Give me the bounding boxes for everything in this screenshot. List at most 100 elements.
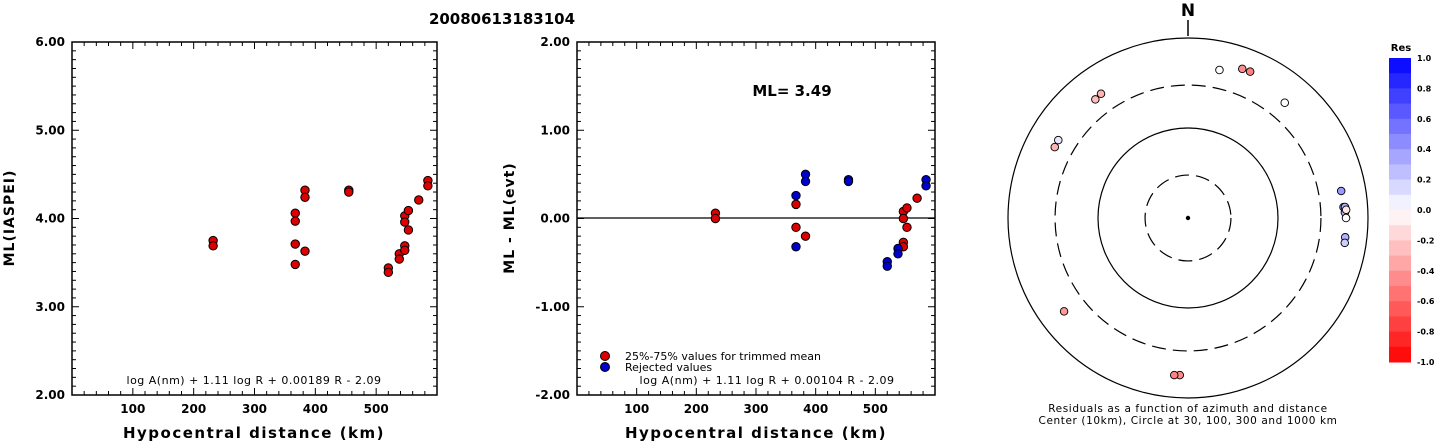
colorbar-tick-label: -0.6 <box>1417 297 1435 306</box>
x-tick-label: 200 <box>684 402 709 416</box>
legend-marker-trimmed <box>600 351 610 361</box>
y-axis-label: ML - ML(evt) <box>502 162 518 273</box>
colorbar-swatch <box>1389 88 1411 105</box>
x-tick-label: 300 <box>743 402 768 416</box>
colorbar-tick-label: 0.6 <box>1417 115 1432 124</box>
data-point <box>394 254 404 264</box>
y-tick-label: 2.00 <box>35 388 65 402</box>
tick-marks <box>577 42 935 395</box>
colorbar-swatch <box>1389 58 1411 74</box>
data-point <box>882 261 892 271</box>
station-points <box>1050 64 1351 380</box>
colorbar-tick-label: -0.4 <box>1417 267 1435 276</box>
colorbar-swatch <box>1389 331 1411 348</box>
center-dot <box>1185 215 1191 221</box>
residual-distance-panel: -2.00 -1.00 0.00 1.00 2.00 100 200 300 400 500 M… <box>502 35 936 441</box>
colorbar-swatch <box>1389 149 1411 165</box>
data-point <box>400 245 410 255</box>
data-point <box>843 176 854 187</box>
north-label: N <box>1181 1 1195 21</box>
colorbar-swatch <box>1389 286 1411 302</box>
x-axis-label: Hypocentral distance (km) <box>625 424 887 441</box>
data-point <box>800 231 811 241</box>
ml-annotation: ML= 3.49 <box>752 82 831 100</box>
data-point <box>912 193 922 203</box>
tick-marks <box>72 42 437 395</box>
data-point <box>290 208 300 218</box>
x-tick-label: 100 <box>624 402 649 416</box>
colorbar-swatch <box>1389 346 1411 363</box>
y-tick-label: 2.00 <box>540 35 570 49</box>
colorbar-swatch <box>1389 270 1411 287</box>
x-tick-label: 400 <box>303 402 328 416</box>
data-point <box>902 222 912 233</box>
data-point <box>893 249 903 259</box>
data-point <box>208 241 218 251</box>
station-point <box>1054 135 1063 145</box>
data-point <box>403 205 414 216</box>
data-point <box>403 225 414 235</box>
colorbar-swatch <box>1389 316 1411 333</box>
data-point <box>423 181 433 191</box>
data-point <box>800 176 811 187</box>
colorbar-swatch <box>1389 194 1411 211</box>
formula-text: log A(nm) + 1.11 log R + 0.00104 R - 2.0… <box>640 374 895 387</box>
data-point <box>791 199 801 210</box>
colorbar-tick-label: 0.2 <box>1417 176 1431 185</box>
polar-panel: N Residuals as a function of azimuth and… <box>1007 1 1369 427</box>
colorbar-labels: 1.0 0.8 0.6 0.4 0.2 0.0 -0.2 -0.4 -0.6 -0.8 -1.0 <box>1417 54 1435 367</box>
station-point <box>1170 370 1179 380</box>
colorbar-swatch <box>1389 210 1411 226</box>
colorbar-swatch <box>1389 118 1411 135</box>
data-point <box>300 246 310 256</box>
ring-1000km <box>1007 37 1369 399</box>
station-point <box>1059 307 1069 316</box>
colorbar-title: Res <box>1391 43 1411 54</box>
station-point <box>1096 89 1106 98</box>
colorbar-swatch <box>1389 225 1411 241</box>
colorbar-tick-label: 0.4 <box>1417 145 1432 154</box>
y-tick-labels: -2.00 -1.00 0.00 1.00 2.00 <box>535 35 570 402</box>
legend-label-trimmed: 25%-75% values for trimmed mean <box>625 350 821 363</box>
y-tick-label: 6.00 <box>35 35 65 49</box>
colorbar-swatch <box>1389 301 1411 317</box>
x-tick-label: 500 <box>863 402 888 416</box>
data-point <box>791 190 801 201</box>
x-tick-label: 500 <box>364 402 389 416</box>
data-point <box>400 217 410 227</box>
station-point <box>1050 142 1060 152</box>
colorbar-swatch <box>1389 103 1411 120</box>
station-point <box>1341 213 1351 223</box>
data-point <box>710 213 721 224</box>
x-tick-labels: 100 200 300 400 500 <box>120 402 388 416</box>
data-point <box>791 222 801 233</box>
legend-marker-rejected <box>600 362 610 372</box>
y-tick-label: 5.00 <box>35 123 65 137</box>
residual-colorbar: Res 1.0 0.8 0.6 0.4 0.2 0.0 -0.2 -0.4 -0.6 -0.8 -1… <box>1389 43 1435 367</box>
y-tick-label: -2.00 <box>535 388 570 402</box>
colorbar-tick-label: 0.0 <box>1417 206 1432 215</box>
colorbar-tick-label: -1.0 <box>1417 358 1435 367</box>
x-tick-label: 400 <box>803 402 828 416</box>
station-point <box>1336 186 1346 196</box>
colorbar-tick-label: -0.8 <box>1417 328 1435 337</box>
ring-30km <box>1144 174 1232 262</box>
data-point <box>290 259 300 270</box>
data-point <box>290 239 300 249</box>
x-tick-label: 100 <box>120 402 145 416</box>
station-point <box>1091 95 1100 104</box>
colorbar-swatch <box>1389 164 1411 181</box>
formula-text: log A(nm) + 1.11 log R + 0.00189 R - 2.0… <box>127 374 382 387</box>
distance-rings <box>1007 37 1369 399</box>
y-tick-labels: 2.00 3.00 4.00 5.00 6.00 <box>35 35 65 402</box>
x-tick-label: 200 <box>181 402 206 416</box>
data-point <box>791 242 801 252</box>
data-point <box>290 216 300 226</box>
station-point <box>1215 65 1224 75</box>
colorbar-swatch <box>1389 134 1411 150</box>
ring-300km <box>1054 84 1322 352</box>
y-tick-label: 3.00 <box>35 300 65 314</box>
data-point <box>902 203 912 213</box>
polar-caption-line1: Residuals as a function of azimuth and d… <box>1048 403 1328 415</box>
ml-distance-panel: 2.00 3.00 4.00 5.00 6.00 100 200 300 400 500 log… <box>2 35 438 441</box>
